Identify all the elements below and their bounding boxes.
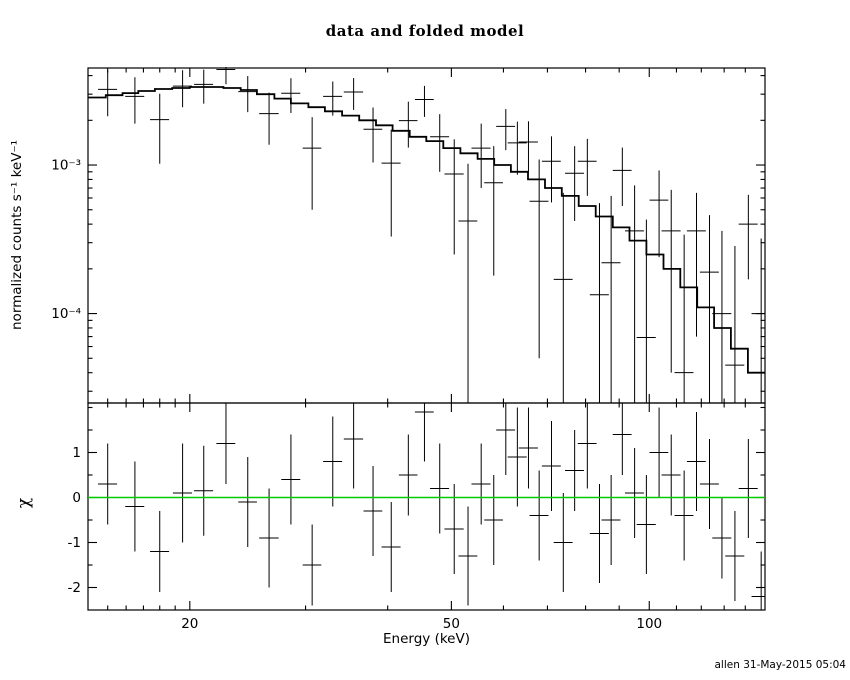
tick-labels: 20 50 100 10⁻⁴ 10⁻³ 1 0 -1 -2: [51, 158, 662, 632]
x-axis-label: Energy (keV): [383, 631, 470, 647]
y-tick-label: -2: [68, 580, 81, 596]
residual-points: [98, 403, 765, 610]
model-histogram: [88, 86, 765, 374]
data-points: [98, 67, 765, 403]
y-tick-label: 10⁻⁴: [51, 306, 81, 322]
y-axis-label-chi: χ: [14, 497, 34, 509]
y-axis-label-counts: normalized counts s⁻¹ keV⁻¹: [9, 140, 25, 330]
ticks: [88, 68, 765, 610]
x-tick-label: 50: [443, 616, 460, 632]
y-tick-label: -1: [68, 535, 81, 551]
axis-frame: [87, 67, 766, 611]
plot-timestamp: allen 31-May-2015 05:04: [714, 659, 846, 671]
x-tick-label: 20: [181, 616, 198, 632]
y-tick-label: 10⁻³: [51, 158, 81, 174]
chart-title: data and folded model: [325, 22, 525, 40]
y-tick-label: 1: [72, 445, 81, 461]
x-tick-label: 100: [636, 616, 662, 632]
y-tick-label: 0: [72, 490, 81, 506]
